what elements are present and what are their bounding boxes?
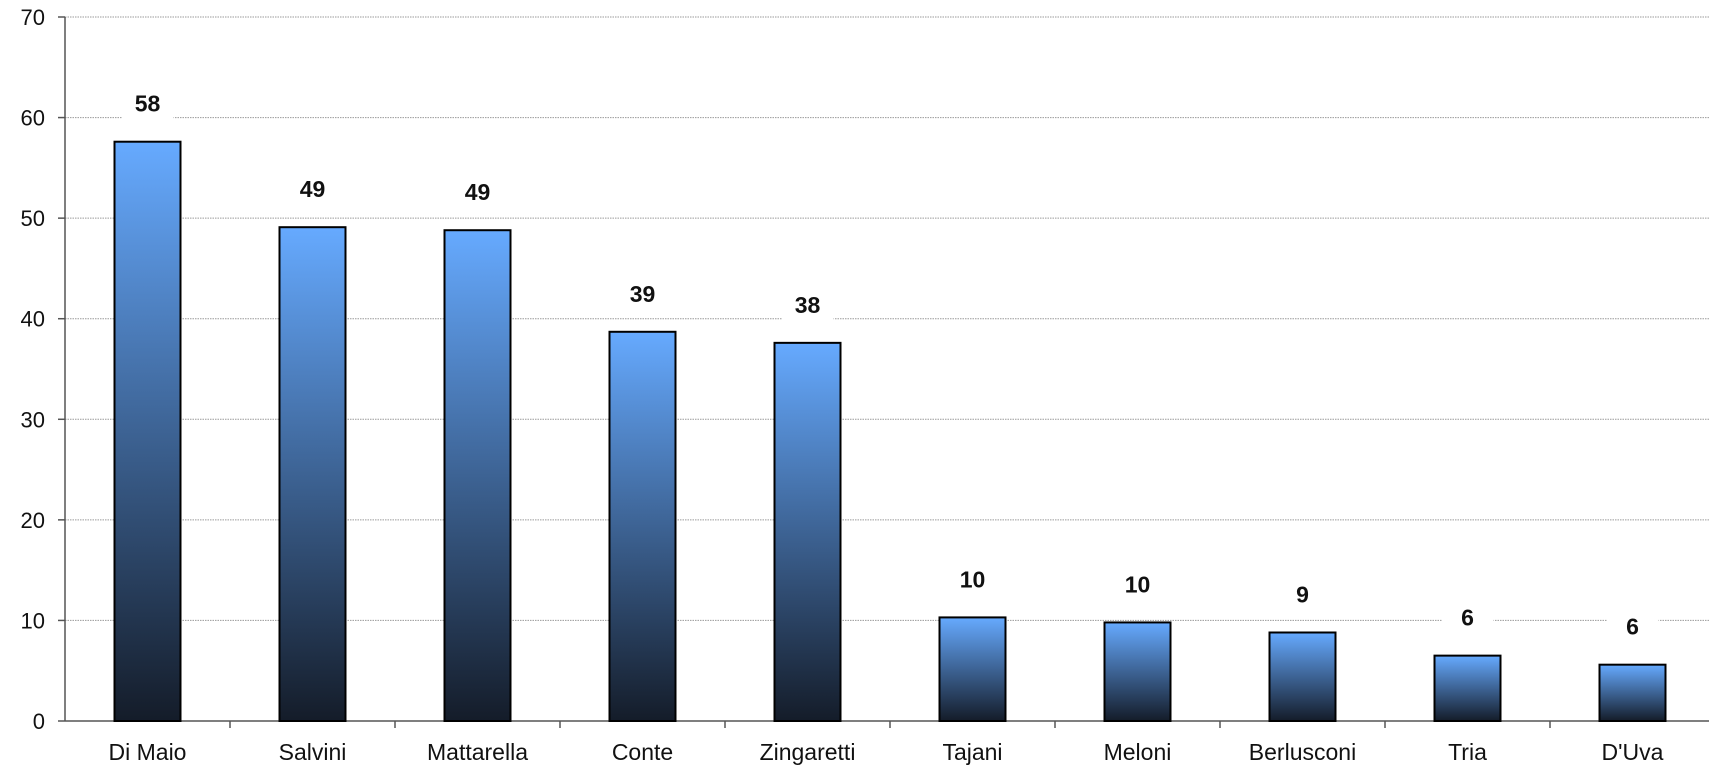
y-tick-label: 0 <box>33 709 45 734</box>
data-label-bg <box>946 567 999 596</box>
bar-7 <box>1268 631 1337 722</box>
bar-8 <box>1433 654 1502 723</box>
data-label-bg <box>781 292 834 321</box>
data-label-bg <box>616 281 669 310</box>
y-tick-label: 50 <box>21 206 45 231</box>
category-label: Tajani <box>942 739 1002 765</box>
bar-2 <box>443 229 512 722</box>
data-label: 58 <box>135 91 161 117</box>
bar-6 <box>1103 621 1172 722</box>
data-label: 10 <box>960 566 986 592</box>
category-label: Meloni <box>1104 739 1172 765</box>
data-label-bg <box>1441 605 1494 634</box>
x-tick-labels: Di Maio Salvini Mattarella Conte Zingaretti T… <box>109 739 1664 765</box>
y-tick-label: 60 <box>21 106 45 131</box>
y-tick-label: 70 <box>21 5 45 30</box>
data-label: 9 <box>1296 581 1309 607</box>
category-label: Di Maio <box>109 739 187 765</box>
data-label-bg <box>1276 582 1329 611</box>
data-label-bg <box>121 91 174 120</box>
y-tick-labels: 0 10 20 30 40 50 60 70 <box>21 5 45 734</box>
category-label: Tria <box>1448 739 1487 765</box>
y-tick-label: 10 <box>21 608 45 633</box>
bar-3 <box>608 330 677 722</box>
data-label-bg <box>286 177 339 206</box>
bar-9 <box>1598 663 1667 722</box>
data-label: 49 <box>465 179 491 205</box>
data-label-bg <box>451 180 504 209</box>
category-label: Mattarella <box>427 739 528 765</box>
bar-4 <box>773 341 842 722</box>
category-label: D'Uva <box>1602 739 1664 765</box>
category-label: Berlusconi <box>1249 739 1356 765</box>
data-label: 6 <box>1626 614 1639 640</box>
y-tick-label: 20 <box>21 508 45 533</box>
data-label: 10 <box>1125 571 1151 597</box>
y-tick-label: 30 <box>21 407 45 432</box>
y-tick-label: 40 <box>21 307 45 332</box>
data-label: 39 <box>630 281 656 307</box>
data-label: 49 <box>300 176 326 202</box>
data-label-bg <box>1606 614 1659 643</box>
data-label: 38 <box>795 292 821 318</box>
bar-0 <box>113 140 182 723</box>
bars <box>113 140 1667 723</box>
data-labels: 58 49 49 39 38 10 10 9 6 6 <box>121 91 1659 643</box>
category-label: Salvini <box>279 739 347 765</box>
bar-1 <box>278 226 347 723</box>
category-label: Zingaretti <box>760 739 856 765</box>
bar-5 <box>938 616 1007 723</box>
data-label-bg <box>1111 572 1164 601</box>
data-label: 6 <box>1461 605 1474 631</box>
category-label: Conte <box>612 739 673 765</box>
